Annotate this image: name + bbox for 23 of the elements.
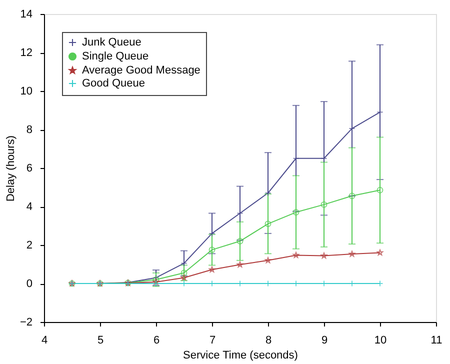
legend-label: Single Queue — [82, 50, 149, 62]
x-tick-label: 6 — [153, 334, 160, 346]
x-axis-title: Service Time (seconds) — [183, 350, 298, 362]
x-tick-label: 8 — [265, 334, 272, 346]
x-tick-label: 11 — [430, 334, 442, 346]
y-tick-label: 10 — [20, 86, 32, 98]
y-tick-label: 14 — [20, 8, 32, 20]
x-tick-label: 7 — [209, 334, 216, 346]
y-axis-title: Delay (hours) — [4, 135, 17, 202]
x-tick-label: 9 — [321, 334, 328, 346]
y-tick-label: 12 — [20, 47, 32, 59]
legend-label: Good Queue — [82, 78, 145, 90]
y-tick-label: −2 — [20, 316, 32, 328]
legend-label: Junk Queue — [82, 36, 142, 48]
legend-label: Average Good Message — [82, 64, 200, 76]
x-tick-label: 4 — [41, 334, 48, 346]
y-tick-label: 8 — [26, 124, 32, 136]
y-tick-label: 4 — [26, 201, 32, 213]
y-tick-label: 0 — [26, 278, 32, 290]
x-tick-label: 5 — [97, 334, 104, 346]
y-tick-label: 2 — [26, 240, 32, 252]
x-tick-label: 10 — [374, 334, 387, 346]
y-tick-label: 6 — [26, 162, 32, 174]
